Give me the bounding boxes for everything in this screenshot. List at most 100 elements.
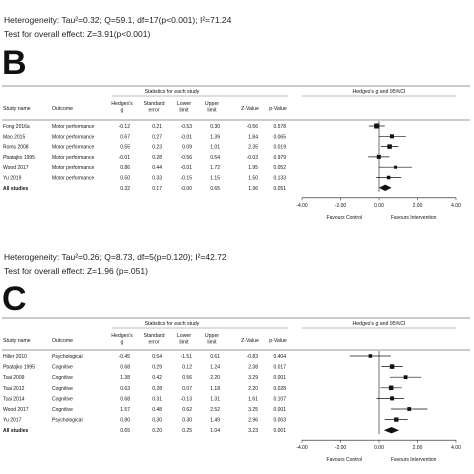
study-row-z: 1.95 [248,165,258,171]
stats-header: Statistics for each study [145,321,200,327]
summary-lower: -0.00 [181,186,193,192]
study-row-name: Yu 2019 [3,176,22,182]
study-row-se: 0.42 [152,375,162,381]
column-header-lower-line2: limit [179,340,189,346]
study-row-upper: 1.01 [210,145,220,151]
column-header-study: Study name [3,338,31,344]
study-row-upper: 0.30 [210,124,220,130]
column-header-z: Z-Value [241,338,259,344]
study-row-g: -0.45 [119,354,131,360]
study-row-upper: 1.49 [210,418,220,424]
study-row-p: 0.065 [273,134,286,140]
summary-z: 3.23 [248,428,258,434]
study-row-lower: 0.07 [182,386,192,392]
column-header-outcome: Outcome [52,106,73,112]
column-header-p: p-Value [269,106,287,112]
study-row-z: 2.38 [248,365,258,371]
study-row-se: 0.30 [152,418,162,424]
study-row-z: 1.84 [248,134,258,140]
study-row-lower: 0.09 [182,145,192,151]
study-row-outcome: Motor performance [52,165,94,171]
study-row-z: 1.50 [248,176,258,182]
column-header-study: Study name [3,106,31,112]
x-tick-label: -2.00 [335,203,347,209]
summary-upper: 1.04 [210,428,220,434]
study-row-name: Yu 2017 [3,418,22,424]
study-row-upper: 2.20 [210,375,220,381]
summary-diamond [383,427,400,434]
study-row-se: 0.33 [152,176,162,182]
study-row-upper: 1.18 [210,386,220,392]
study-row-se: 0.29 [152,365,162,371]
summary-g: 0.32 [120,186,130,192]
study-row-upper: 1.15 [210,176,220,182]
study-row-g: 0.50 [120,176,130,182]
study-row-g: 1.38 [120,375,130,381]
column-header-lower: Lower [177,101,191,107]
study-row-upper: 1.72 [210,165,220,171]
plot-header: Hedges's g and 95%CI [353,321,406,327]
study-row-p: 0.001 [273,407,286,413]
study-row-g: -0.01 [119,155,131,161]
panel-a-overall-effect: Test for overall effect: Z=3.91(p<0.001) [4,29,151,39]
study-row-z: 3.25 [248,407,258,413]
summary-name: All studies [3,186,29,192]
study-row-p: 0.052 [273,165,286,171]
study-row-g: 0.63 [120,386,130,392]
study-row-name: Mao 2015 [3,134,25,140]
study-row-lower: 0.12 [182,365,192,371]
effect-marker [403,375,408,380]
x-tick-label: -4.00 [296,203,308,209]
study-row-upper: 1.31 [210,396,220,402]
column-header-lower-line2: limit [179,108,189,114]
effect-marker [374,123,380,129]
study-row-p: 0.404 [273,354,286,360]
effect-marker [390,396,395,401]
study-row-z: 3.29 [248,375,258,381]
study-row-upper: 0.61 [210,354,220,360]
study-row-name: Tsai 2009 [3,375,25,381]
study-row-name: Tsai 2014 [3,396,25,402]
study-row-p: 0.017 [273,365,286,371]
x-tick-label: 0.00 [374,203,384,209]
effect-marker [388,385,394,391]
study-row-lower: -0.13 [181,396,193,402]
study-row-name: Hiller 2010 [3,354,27,360]
study-row-se: 0.31 [152,396,162,402]
study-row-outcome: Psychological [52,418,83,424]
study-row-se: 0.27 [152,134,162,140]
column-header-outcome: Outcome [52,338,73,344]
study-row-p: 0.028 [273,386,286,392]
column-header-se-line2: error [149,108,160,114]
study-row-outcome: Motor performance [52,155,94,161]
effect-marker [386,175,391,180]
column-header-upper: Upper [205,333,219,339]
forest-plot-c: Statistics for each study Hedges's g and … [2,317,470,463]
column-header-z: Z-Value [241,106,259,112]
x-tick-label: 4.00 [451,445,461,451]
study-row-g: 0.68 [120,365,130,371]
x-tick-label: -2.00 [335,445,347,451]
study-row-lower: -0.01 [181,134,193,140]
study-row-z: -0.56 [247,124,259,130]
study-row-se: 0.48 [152,407,162,413]
study-row-name: Tsai 2012 [3,386,25,392]
study-row-outcome: Cognitive [52,375,73,381]
column-header-upper-line2: limit [207,108,217,114]
study-row-outcome: Cognitive [52,407,73,413]
favours-control-label: Favours Control [327,457,363,463]
summary-lower: 0.25 [182,428,192,434]
study-row-name: Roms 2008 [3,145,29,151]
study-row-g: 0.86 [120,165,130,171]
summary-diamond [379,184,392,191]
study-row-g: -0.12 [119,124,131,130]
summary-upper: 0.65 [210,186,220,192]
study-row-lower: -0.01 [181,165,193,171]
study-row-g: 1.57 [120,407,130,413]
summary-se: 0.20 [152,428,162,434]
study-row-lower: -0.15 [181,176,193,182]
summary-se: 0.17 [152,186,162,192]
study-row-outcome: Motor performance [52,124,94,130]
study-row-se: 0.23 [152,145,162,151]
x-tick-label: 4.00 [451,203,461,209]
